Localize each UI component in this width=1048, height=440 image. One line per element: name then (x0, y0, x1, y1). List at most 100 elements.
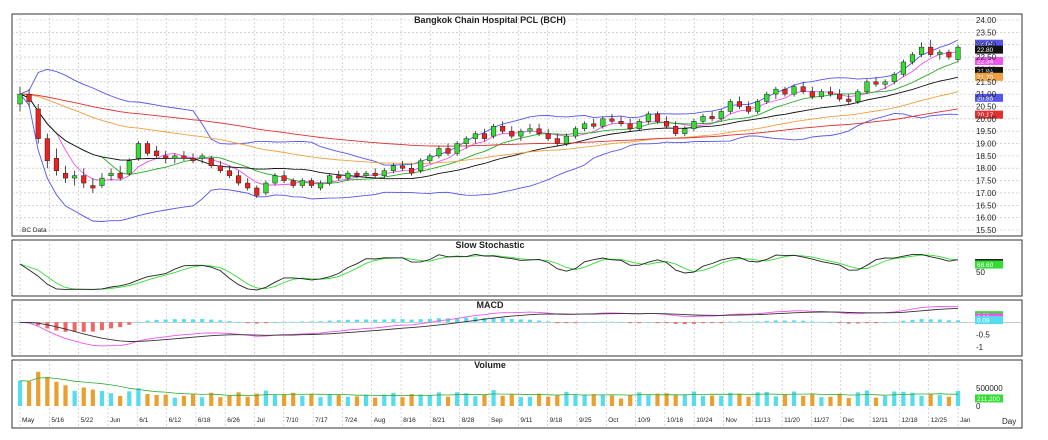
candle-body (909, 54, 916, 63)
macd-histogram-bar (409, 319, 414, 323)
macd-histogram-bar (518, 319, 523, 323)
candle-body (518, 130, 524, 137)
candle-body (72, 175, 78, 179)
price-value-tag-box (975, 39, 1003, 48)
candle-body (190, 158, 196, 162)
macd-histogram-bar (537, 320, 542, 323)
volume-bar (427, 395, 432, 406)
volume-bar (955, 390, 961, 406)
candle-body (572, 128, 579, 137)
macd-histogram-bar (473, 317, 478, 323)
bollinger-lower-line (19, 93, 959, 222)
candle-body (500, 125, 506, 132)
x-date-tick-label: 6/18 (198, 417, 211, 424)
price-y-tick-label: 17.50 (976, 177, 997, 186)
candle-body (891, 74, 897, 83)
macd-histogram-bar (63, 322, 68, 332)
volume-bar (136, 388, 141, 406)
macd-histogram-bar (782, 320, 787, 323)
macd-histogram-bar (956, 320, 960, 323)
candle-body (609, 118, 615, 122)
candle-body (144, 143, 151, 154)
candle-body (682, 128, 688, 134)
volume-bar (700, 395, 706, 406)
volume-bar (318, 397, 323, 406)
volume-bar (801, 395, 806, 406)
macd-histogram-bar (619, 321, 624, 323)
x-date-tick-label: 9/11 (520, 417, 533, 424)
candle-body (154, 150, 160, 157)
macd-histogram-bar (546, 321, 551, 323)
volume-bar (719, 395, 724, 406)
x-date-tick-label: 9/25 (579, 417, 592, 424)
macd-histogram-bar (564, 322, 569, 324)
volume-bar (846, 398, 851, 406)
volume-bar (919, 395, 924, 406)
macd-panel: 0.290.200.09 (12, 305, 1022, 347)
volume-bar (655, 393, 660, 406)
x-date-tick-label: 7/17 (315, 417, 328, 424)
candle-body (163, 155, 169, 159)
candle-body (481, 133, 487, 139)
volume-bar (691, 391, 697, 406)
price-value-tag-box (975, 45, 1003, 54)
candle-body (263, 182, 269, 194)
volume-bar (536, 393, 542, 406)
macd-histogram-bar (527, 319, 532, 323)
volume-bar (755, 392, 760, 406)
candle-body (363, 172, 369, 176)
price-value-tag: 20.17 (977, 112, 994, 119)
price-value-tag-box (975, 110, 1003, 119)
volume-bar (190, 394, 196, 406)
volume-bar (573, 394, 578, 406)
macd-histogram-bar (846, 322, 851, 324)
macd-histogram-bar (136, 321, 141, 323)
volume-bar (145, 393, 150, 406)
candle-body (226, 170, 233, 176)
macd-histogram-bar (937, 319, 942, 323)
macd-histogram-bar (364, 319, 369, 323)
candle-body (454, 143, 460, 154)
volume-bar (309, 394, 314, 406)
candle-body (554, 138, 560, 144)
candle-body (563, 135, 569, 144)
macd-histogram-bar (327, 320, 332, 323)
volume-bar (491, 390, 496, 406)
macd-histogram-bar (482, 317, 487, 323)
candle-body (700, 116, 706, 122)
volume-bar (628, 395, 633, 406)
bollinger-upper-line (19, 39, 959, 166)
volume-bar (118, 396, 123, 406)
macd-histogram-bar (163, 319, 168, 323)
price-value-tag: 20.85 (977, 95, 994, 102)
price-y-tick-label: 22.50 (976, 53, 997, 62)
volume-bar (737, 393, 742, 406)
axis-labels: 24.00 23.50 23.00 22.50 22.00 21.50 21.00 20.50… (22, 16, 1003, 424)
volume-bar (564, 391, 569, 406)
candle-body (709, 116, 715, 120)
volume-bar (637, 392, 642, 406)
macd-histogram-bar (701, 322, 706, 324)
macd-histogram-bar (609, 321, 614, 323)
x-date-tick-label: 8/21 (432, 417, 445, 424)
candle-body (99, 177, 105, 186)
candle-body (773, 88, 779, 95)
volume-bar (892, 391, 897, 406)
volume-bar (327, 394, 332, 406)
candle-body (17, 93, 23, 105)
macd-histogram-bar (901, 320, 906, 323)
candle-body (290, 180, 296, 186)
candle-body (90, 185, 96, 189)
macd-histogram-bar (764, 320, 769, 323)
volume-bar (855, 392, 860, 406)
volume-bar (300, 395, 305, 406)
candle-body (855, 91, 861, 102)
volume-bar (90, 389, 95, 406)
price-y-tick-label: 19.00 (976, 140, 997, 149)
macd-histogram-bar (391, 319, 396, 323)
candle-body (254, 187, 260, 196)
candle-body (837, 93, 843, 100)
x-date-tick-label: 7/24 (344, 417, 357, 424)
macd-histogram-bar (181, 319, 186, 323)
